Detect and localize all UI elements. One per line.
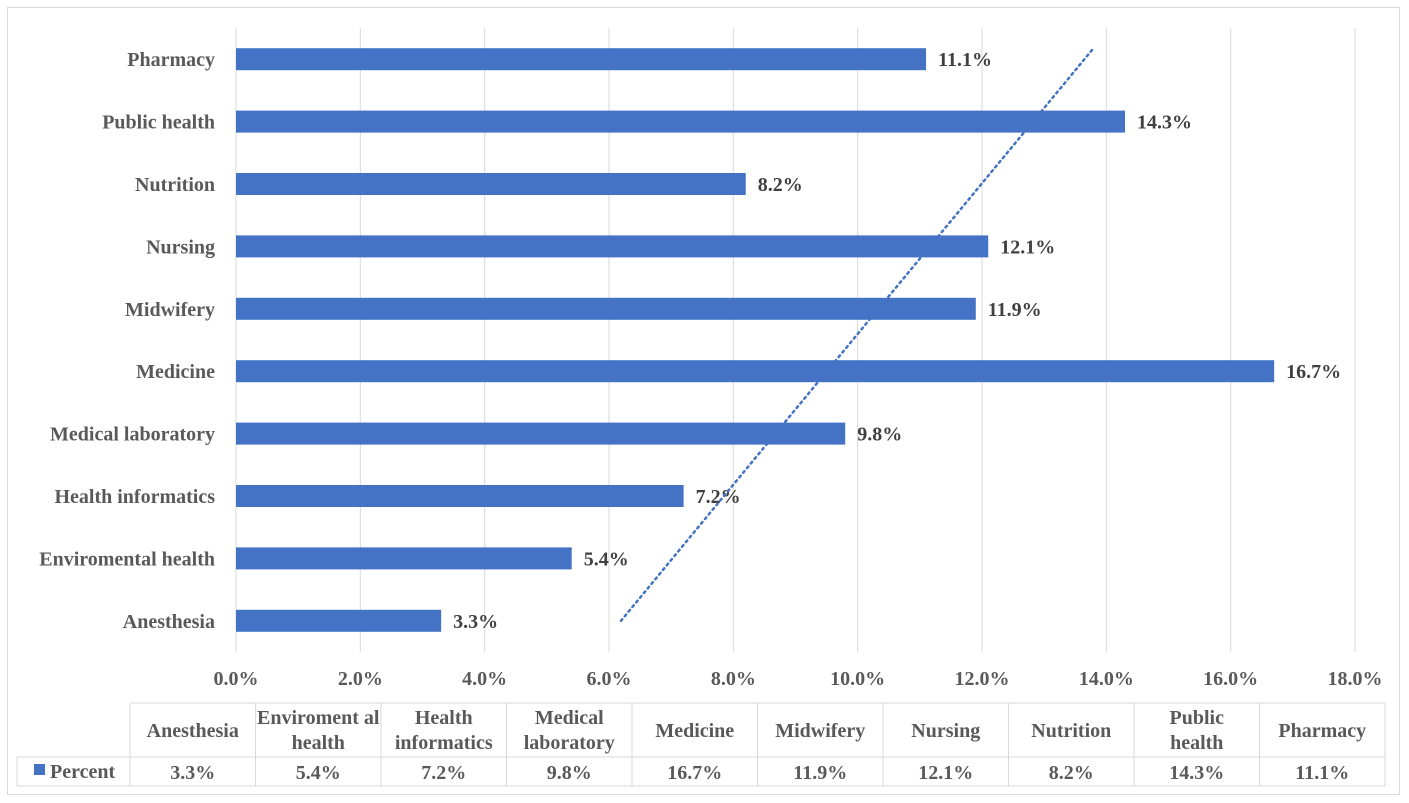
table-header: Medical laboratory [524, 707, 615, 754]
data-label: 16.7% [1286, 361, 1341, 383]
data-label: 14.3% [1137, 112, 1192, 134]
y-category-label: Midwifery [125, 299, 215, 321]
x-tick-label: 16.0% [1203, 668, 1258, 690]
x-tick-label: 6.0% [587, 668, 632, 690]
table-cell: 16.7% [667, 762, 722, 784]
table-header: Health informatics [395, 707, 493, 754]
y-category-label: Public health [102, 112, 215, 134]
y-category-label: Medical laboratory [50, 424, 215, 446]
bar [236, 422, 846, 445]
y-category-label: Medicine [136, 361, 215, 383]
y-category-label: Enviromental health [39, 548, 215, 570]
y-category-label: Nursing [146, 236, 215, 258]
y-category-label: Nutrition [135, 174, 215, 196]
data-label: 11.1% [938, 49, 992, 71]
bar [236, 485, 684, 507]
bar [236, 235, 989, 258]
chart-frame [7, 7, 1400, 795]
table-cell: 9.8% [547, 762, 592, 784]
table-row-label: Percent [50, 761, 115, 783]
bar [236, 609, 442, 632]
data-label: 9.8% [857, 424, 902, 446]
bar [236, 173, 746, 195]
table-header: Midwifery [775, 720, 865, 742]
table-header: Public health [1170, 707, 1225, 754]
y-category-label: Pharmacy [127, 49, 215, 71]
table-header: Enviroment al health [257, 707, 380, 754]
table-cell: 7.2% [421, 762, 466, 784]
y-category-label: Anesthesia [123, 611, 215, 633]
x-tick-label: 10.0% [830, 668, 885, 690]
table-header: Nutrition [1031, 720, 1111, 742]
bar [236, 48, 927, 71]
table-header: Pharmacy [1278, 720, 1366, 742]
bar [236, 297, 976, 320]
data-label: 7.2% [696, 486, 741, 508]
bar [236, 547, 572, 570]
x-tick-label: 2.0% [338, 668, 383, 690]
table-cell: 8.2% [1049, 762, 1094, 784]
data-label: 5.4% [584, 548, 629, 570]
x-tick-label: 12.0% [955, 668, 1010, 690]
table-cell: 3.3% [170, 762, 215, 784]
table-header: Anesthesia [147, 720, 239, 742]
data-label: 8.2% [758, 174, 803, 196]
legend-key [34, 764, 45, 775]
table-cell: 12.1% [918, 762, 973, 784]
data-label: 3.3% [453, 611, 498, 633]
table-cell: 11.1% [1295, 762, 1349, 784]
table-cell: 5.4% [296, 762, 341, 784]
x-tick-label: 4.0% [462, 668, 507, 690]
table-header: Nursing [911, 720, 980, 742]
y-category-label: Health informatics [54, 486, 215, 508]
data-label: 11.9% [988, 299, 1042, 321]
table-cell: 14.3% [1169, 762, 1224, 784]
x-tick-label: 14.0% [1079, 668, 1134, 690]
trendline [619, 45, 1096, 623]
x-tick-label: 0.0% [214, 668, 259, 690]
x-tick-label: 8.0% [711, 668, 756, 690]
bar [236, 110, 1125, 133]
data-label: 12.1% [1000, 236, 1055, 258]
table-header: Medicine [655, 720, 734, 742]
x-tick-label: 18.0% [1328, 668, 1383, 690]
table-cell: 11.9% [793, 762, 847, 784]
bar [236, 360, 1275, 383]
